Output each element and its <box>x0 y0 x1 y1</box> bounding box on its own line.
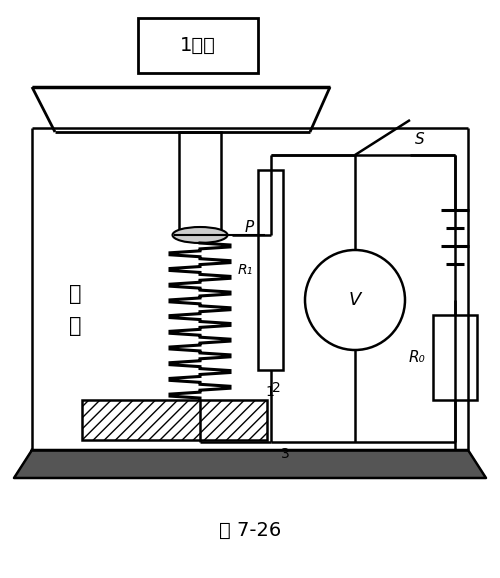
Text: 2: 2 <box>272 381 281 395</box>
Text: R₁: R₁ <box>238 263 253 277</box>
Text: V: V <box>349 291 361 309</box>
Bar <box>179 132 221 235</box>
Text: S: S <box>415 132 424 147</box>
Text: 弹
簧: 弹 簧 <box>69 284 81 336</box>
Ellipse shape <box>172 227 228 243</box>
Polygon shape <box>14 450 486 478</box>
Text: P: P <box>245 220 254 235</box>
Bar <box>258 170 283 370</box>
Circle shape <box>305 250 405 350</box>
Text: 3: 3 <box>280 447 289 461</box>
Bar <box>433 315 477 400</box>
Text: R₀: R₀ <box>408 350 425 365</box>
Bar <box>82 400 267 440</box>
Bar <box>138 18 258 73</box>
Text: 1: 1 <box>266 385 274 399</box>
Text: 图 7-26: 图 7-26 <box>219 521 281 539</box>
Text: 1千克: 1千克 <box>180 36 216 55</box>
